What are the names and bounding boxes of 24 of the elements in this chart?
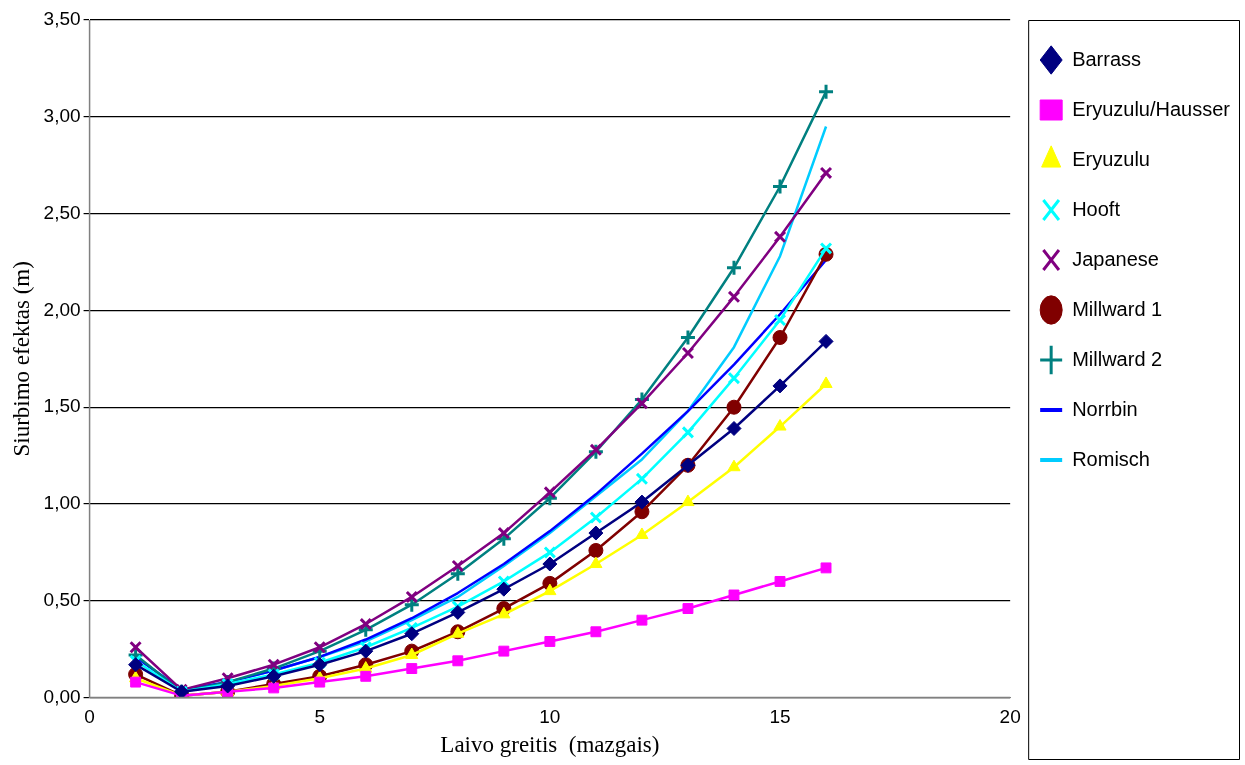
x-axis-title: Laivo greitis (mazgais) <box>440 732 660 758</box>
y-tick-label: 1,00 <box>43 492 81 514</box>
x-tick-label: 10 <box>539 706 561 728</box>
y-tick-label: 2,00 <box>43 298 81 320</box>
y-axis-title: Siurbimo efektas (m) <box>8 261 34 457</box>
legend-label: Japanese <box>1072 247 1159 270</box>
y-tick-label: 1,50 <box>43 395 81 417</box>
legend-label: Millward 2 <box>1072 347 1163 370</box>
legend-label: Millward 1 <box>1072 297 1163 320</box>
y-tick-label: 2,50 <box>43 201 81 223</box>
y-tick-label: 3,00 <box>43 105 81 127</box>
legend-label: Hooft <box>1072 197 1121 220</box>
y-tick-label: 3,50 <box>43 8 81 30</box>
x-tick-label: 20 <box>999 706 1021 728</box>
x-tick-label: 5 <box>314 706 326 728</box>
legend-label: Norrbin <box>1072 397 1138 420</box>
legend-label: Eryuzulu <box>1072 147 1150 170</box>
x-tick-label: 15 <box>769 706 791 728</box>
y-tick-label: 0,00 <box>43 685 81 707</box>
x-tick-label: 0 <box>84 706 95 728</box>
legend-label: Eryuzulu/Hausser <box>1072 97 1231 120</box>
legend-label: Romisch <box>1072 447 1150 470</box>
legend-label: Barrass <box>1072 47 1142 70</box>
y-tick-label: 0,50 <box>43 589 81 611</box>
